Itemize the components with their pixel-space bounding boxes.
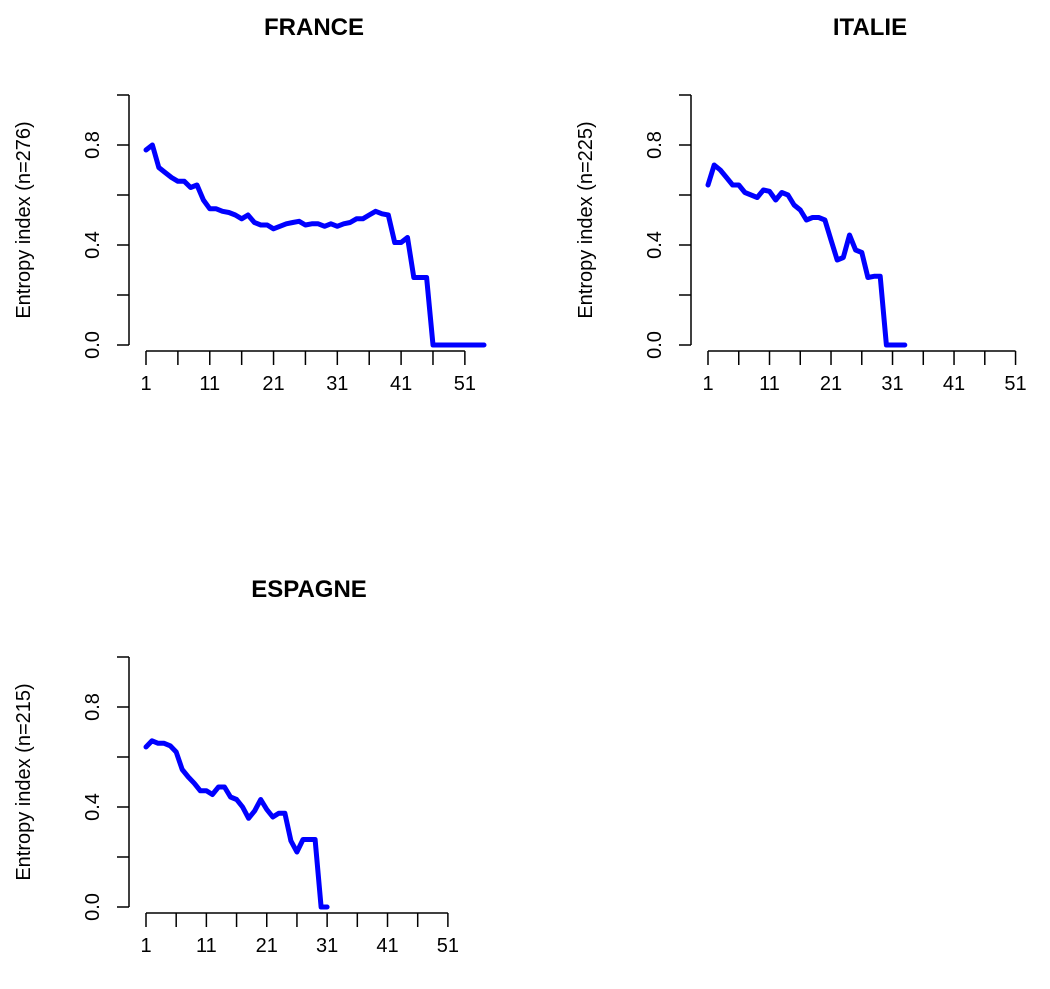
y-axis-label-espagne: Entropy index (n=215) [13,683,35,880]
y-axis-label-france: Entropy index (n=276) [13,121,35,318]
x-tick-label-italie-4: 41 [943,373,965,395]
x-tick-label-espagne-5: 51 [437,935,459,957]
y-tick-label-italie-0: 0.0 [644,331,666,359]
x-tick-label-france-5: 51 [454,373,476,395]
x-tick-label-france-3: 31 [326,373,348,395]
y-tick-label-espagne-0: 0.0 [82,893,104,921]
y-tick-label-france-0: 0.0 [82,331,104,359]
y-tick-label-france-1: 0.4 [82,231,104,259]
x-tick-label-italie-0: 1 [702,373,713,395]
chart-title-espagne: ESPAGNE [251,576,367,603]
x-tick-label-france-2: 21 [262,373,284,395]
x-tick-label-espagne-2: 21 [256,935,278,957]
y-tick-label-italie-2: 0.8 [644,131,666,159]
y-tick-label-espagne-2: 0.8 [82,693,104,721]
x-tick-label-italie-3: 31 [881,373,903,395]
x-tick-label-italie-5: 51 [1004,373,1026,395]
series-line-france-0 [143,142,487,348]
x-tick-label-espagne-1: 11 [196,935,217,957]
chart-title-italie: ITALIE [833,14,907,41]
x-tick-label-espagne-4: 41 [376,935,398,957]
y-tick-label-italie-1: 0.4 [644,231,666,259]
chart-title-france: FRANCE [264,14,364,41]
y-tick-label-france-2: 0.8 [82,131,104,159]
series-line-espagne-0 [143,738,330,910]
x-tick-label-france-0: 1 [140,373,151,395]
x-tick-label-italie-2: 21 [820,373,842,395]
y-tick-label-espagne-1: 0.4 [82,793,104,821]
x-tick-label-france-4: 41 [390,373,412,395]
y-axis-label-italie: Entropy index (n=225) [575,121,597,318]
x-tick-label-france-1: 11 [199,373,220,395]
x-tick-label-espagne-3: 31 [316,935,338,957]
x-tick-label-italie-1: 11 [759,373,780,395]
x-tick-label-espagne-0: 1 [140,935,151,957]
series-line-italie-0 [705,162,908,348]
